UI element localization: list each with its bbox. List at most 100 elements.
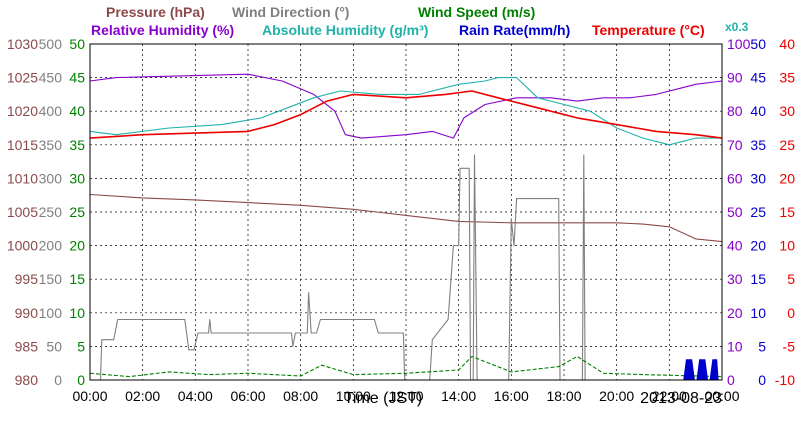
pressure-tick-label: 1015 [7,137,38,153]
series-layer [89,73,723,381]
rain-rate-tick-label: 50 [750,36,766,52]
relative-humidity-tick-label: 80 [727,103,743,119]
wind-speed-tick-label: 20 [69,238,85,254]
pressure-tick-label: 980 [15,372,39,388]
wind-speed-tick-label: 10 [69,305,85,321]
temperature-tick-label: 40 [779,36,795,52]
pressure-tick-label: 1000 [7,238,38,254]
rain-rate-tick-label: 40 [750,103,766,119]
x-tick-label: 08:00 [283,388,318,404]
wind-direction-series [90,154,722,381]
wind-speed-tick-label: 0 [77,372,85,388]
x-tick-label: 02:00 [125,388,160,404]
relative-humidity-series [89,73,723,139]
x-tick-label: 00:00 [72,388,107,404]
rain-rate-tick-label: 20 [750,238,766,254]
left-axes: 1030102510201015101010051000995990985980… [7,36,85,388]
wind-speed-tick-label: 30 [69,170,85,186]
relative-humidity-tick-label: 0 [727,372,735,388]
pressure-tick-label: 1010 [7,170,38,186]
rain-rate-tick-label: 5 [758,338,766,354]
absolute-humidity-series [89,77,722,146]
relative-humidity-tick-label: 30 [727,271,743,287]
rain-rate-tick-label: 30 [750,170,766,186]
rain-rate-tick-label: 0 [758,372,766,388]
temperature-tick-label: 20 [779,170,795,186]
x-tick-label: 04:00 [178,388,213,404]
relative-humidity-tick-label: 40 [727,238,743,254]
legend-pressure: Pressure (hPa) [106,4,205,20]
relative-humidity-tick-label: 10 [727,338,743,354]
wind-speed-tick-label: 5 [77,338,85,354]
rain-rate-tick-label: 25 [750,204,766,220]
temperature-tick-label: 0 [787,305,795,321]
x-tick-label: 22:00 [652,388,687,404]
x-tick-label: 20:00 [599,388,634,404]
x-tick-label: 16:00 [494,388,529,404]
pressure-tick-label: 1005 [7,204,38,220]
temperature-tick-label: 30 [779,103,795,119]
relative-humidity-tick-label: 90 [727,70,743,86]
rain-rate-series [90,359,722,381]
pressure-tick-label: 1020 [7,103,38,119]
wind-speed-tick-label: 50 [69,36,85,52]
legend-wind-speed: Wind Speed (m/s) [418,4,535,20]
pressure-tick-label: 990 [15,305,39,321]
temperature-tick-label: -10 [775,372,795,388]
relative-humidity-tick-label: 70 [727,137,743,153]
x-tick-label: 10:00 [336,388,371,404]
relative-humidity-tick-label: 20 [727,305,743,321]
temperature-tick-label: 15 [779,204,795,220]
legend-absolute-humidity: Absolute Humidity (g/m³) [262,22,428,38]
rain-rate-tick-label: 15 [750,271,766,287]
rain-rate-tick-label: 35 [750,137,766,153]
chart-date: 2013-08-23 [640,390,722,407]
x-tick-label: 00:00 [704,388,739,404]
temperature-tick-label: 25 [779,137,795,153]
x-tick-label: 18:00 [546,388,581,404]
wind-direction-tick-label: 0 [54,372,62,388]
legend-relative-humidity: Relative Humidity (%) [91,22,234,38]
x-axis: 00:00 02:00 04:00 06:00 08:00 10:00 12:00 14:00… [72,388,739,404]
legend-temperature: Temperature (°C) [592,22,705,38]
wind-direction-tick-label: 250 [39,204,63,220]
wind-direction-tick-label: 450 [39,70,63,86]
wind-direction-tick-label: 100 [39,305,63,321]
wind-speed-tick-label: 15 [69,271,85,287]
wind-direction-tick-label: 500 [39,36,63,52]
x-tick-label: 14:00 [441,388,476,404]
x-tick-label: 06:00 [230,388,265,404]
rain-rate-tick-label: 45 [750,70,766,86]
x-tick-label: 12:00 [388,388,423,404]
wind-direction-tick-label: 350 [39,137,63,153]
rain-rate-tick-label: 10 [750,305,766,321]
legend-rain-rate: Rain Rate(mm/h) [459,22,570,38]
wind-direction-tick-label: 400 [39,103,63,119]
pressure-tick-label: 985 [15,338,39,354]
temperature-tick-label: 10 [779,238,795,254]
temperature-tick-label: 5 [787,271,795,287]
temperature-tick-label: -5 [783,338,796,354]
pressure-tick-label: 1025 [7,70,38,86]
relative-humidity-tick-label: 100 [727,36,751,52]
wind-direction-tick-label: 150 [39,271,63,287]
wind-direction-tick-label: 50 [46,338,62,354]
legend-abs-humidity-scale: x0.3 [725,20,749,34]
wind-speed-tick-label: 45 [69,70,85,86]
wind-speed-tick-label: 25 [69,204,85,220]
temperature-series [89,90,723,139]
legend-wind-direction: Wind Direction (°) [232,4,349,20]
wind-direction-tick-label: 300 [39,170,63,186]
relative-humidity-tick-label: 50 [727,204,743,220]
pressure-tick-label: 995 [15,271,39,287]
x-axis-title: Time (JST) [344,390,423,407]
wind-speed-series [89,355,723,378]
wind-speed-tick-label: 40 [69,103,85,119]
pressure-tick-label: 1030 [7,36,38,52]
wind-direction-tick-label: 200 [39,238,63,254]
wind-speed-tick-label: 35 [69,137,85,153]
temperature-tick-label: 35 [779,70,795,86]
plot-frame [89,43,723,381]
relative-humidity-tick-label: 60 [727,170,743,186]
